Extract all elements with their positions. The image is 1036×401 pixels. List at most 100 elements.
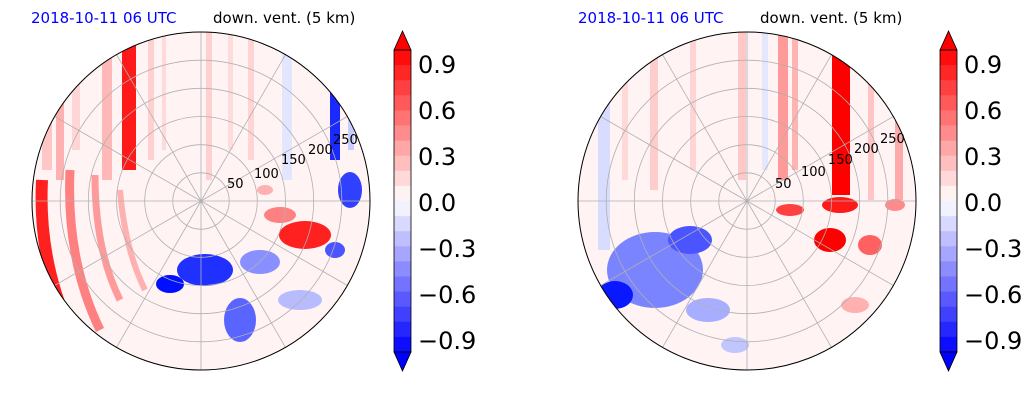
colorbar-band bbox=[394, 246, 411, 262]
left-r-tick-label: 100 bbox=[254, 167, 279, 182]
right-streak bbox=[650, 32, 658, 190]
right-colorbar-ticks: 0.9 0.6 0.3 0.0 −0.3 −0.6 −0.9 bbox=[964, 51, 1022, 355]
colorbar-band bbox=[394, 321, 411, 338]
right-colorbar-tick-label: −0.9 bbox=[964, 327, 1022, 355]
left-r-tick-label: 50 bbox=[227, 177, 244, 192]
left-title: down. vent. (5 km) bbox=[213, 9, 355, 27]
left-streak bbox=[206, 32, 212, 180]
left-streak bbox=[122, 32, 136, 170]
right-r-tick-label: 250 bbox=[880, 132, 905, 147]
colorbar-band bbox=[394, 306, 411, 323]
left-streak bbox=[56, 32, 64, 180]
colorbar-band bbox=[940, 231, 957, 247]
right-negative-patch bbox=[668, 226, 712, 254]
left-colorbar-tick-label: 0.3 bbox=[418, 143, 456, 171]
left-streak bbox=[228, 32, 233, 150]
right-r-tick-label: 50 bbox=[775, 177, 792, 192]
colorbar-band bbox=[394, 185, 411, 202]
left-positive-patch bbox=[264, 207, 296, 223]
right-colorbar-tick-label: −0.3 bbox=[964, 235, 1022, 263]
left-grid bbox=[32, 32, 370, 370]
right-colorbar-tick-label: 0.0 bbox=[964, 189, 1002, 217]
colorbar-band bbox=[940, 65, 957, 81]
left-positive-patch bbox=[257, 185, 273, 195]
left-negative-patch bbox=[338, 172, 362, 208]
colorbar-band bbox=[394, 170, 411, 187]
right-positive-patch bbox=[776, 204, 804, 216]
colorbar-band bbox=[940, 170, 957, 187]
left-negative-patch bbox=[325, 242, 345, 258]
colorbar-band bbox=[394, 50, 411, 66]
colorbar-band bbox=[940, 216, 957, 232]
colorbar-band bbox=[940, 50, 957, 66]
right-negative-patch bbox=[686, 298, 730, 322]
left-streak bbox=[248, 32, 254, 160]
colorbar-band bbox=[394, 65, 411, 81]
left-streak bbox=[282, 32, 292, 180]
left-polar-frame bbox=[31, 31, 371, 371]
left-arc bbox=[91, 174, 124, 302]
right-negative-patch bbox=[721, 337, 749, 353]
left-colorbar-extend-min bbox=[393, 351, 412, 372]
right-time-label: 2018-10-11 06 UTC bbox=[578, 9, 724, 27]
right-positive-patch bbox=[822, 197, 858, 213]
colorbar-band bbox=[394, 261, 411, 277]
colorbar-band bbox=[394, 80, 411, 96]
colorbar-band bbox=[940, 261, 957, 277]
right-colorbar-extend-min bbox=[939, 351, 958, 372]
colorbar-band bbox=[940, 321, 957, 338]
right-streak bbox=[690, 32, 696, 170]
colorbar-band bbox=[940, 276, 957, 293]
right-streak bbox=[792, 32, 798, 170]
left-negative-patch bbox=[278, 290, 322, 310]
colorbar-band bbox=[394, 110, 411, 126]
left-colorbar-tick-label: −0.6 bbox=[418, 281, 476, 309]
colorbar-band bbox=[940, 95, 957, 111]
colorbar-band bbox=[940, 201, 957, 217]
right-streak bbox=[598, 90, 610, 250]
right-colorbar-extend-max bbox=[939, 30, 958, 51]
left-positive-patch bbox=[279, 221, 331, 249]
left-colorbar-tick-label: 0.6 bbox=[418, 97, 456, 125]
colorbar-band bbox=[940, 110, 957, 126]
right-streak bbox=[832, 55, 850, 195]
right-panel: 2018-10-11 06 UTC down. vent. (5 km) bbox=[577, 9, 1022, 372]
left-colorbar-bands bbox=[394, 50, 411, 353]
left-polar-plot: 50 100 150 200 250 bbox=[31, 31, 371, 371]
right-r-tick-label: 100 bbox=[801, 165, 826, 180]
right-positive-patch bbox=[885, 199, 905, 211]
colorbar-band bbox=[394, 291, 411, 308]
left-colorbar-tick-label: 0.9 bbox=[418, 51, 456, 79]
right-title: down. vent. (5 km) bbox=[760, 9, 902, 27]
colorbar-band bbox=[940, 291, 957, 308]
colorbar-band bbox=[940, 125, 957, 142]
left-r-tick-labels: 50 100 150 200 250 bbox=[227, 133, 358, 192]
colorbar-band bbox=[940, 80, 957, 96]
left-colorbar: 0.9 0.6 0.3 0.0 −0.3 −0.6 −0.9 bbox=[393, 30, 476, 372]
right-colorbar-bands bbox=[940, 50, 957, 353]
right-positive-patch bbox=[814, 228, 846, 252]
colorbar-band bbox=[940, 185, 957, 202]
right-colorbar-tick-label: 0.9 bbox=[964, 51, 1002, 79]
right-streak bbox=[622, 32, 628, 180]
right-grid bbox=[578, 32, 916, 370]
right-polar-frame bbox=[577, 31, 917, 371]
right-colorbar-tick-label: −0.6 bbox=[964, 281, 1022, 309]
left-colorbar-tick-label: 0.0 bbox=[418, 189, 456, 217]
colorbar-band bbox=[394, 95, 411, 111]
left-streak bbox=[42, 32, 52, 170]
left-r-tick-label: 150 bbox=[281, 153, 306, 168]
colorbar-band bbox=[394, 140, 411, 157]
colorbar-band bbox=[394, 336, 411, 353]
colorbar-band bbox=[394, 155, 411, 172]
colorbar-band bbox=[394, 216, 411, 232]
colorbar-band bbox=[394, 231, 411, 247]
right-streak bbox=[762, 32, 768, 170]
colorbar-band bbox=[940, 306, 957, 323]
right-r-tick-label: 200 bbox=[854, 142, 879, 157]
right-streak bbox=[778, 32, 788, 180]
left-colorbar-ticks: 0.9 0.6 0.3 0.0 −0.3 −0.6 −0.9 bbox=[418, 51, 476, 355]
left-colorbar-extend-max bbox=[393, 30, 412, 51]
left-negative-patch bbox=[224, 298, 256, 342]
